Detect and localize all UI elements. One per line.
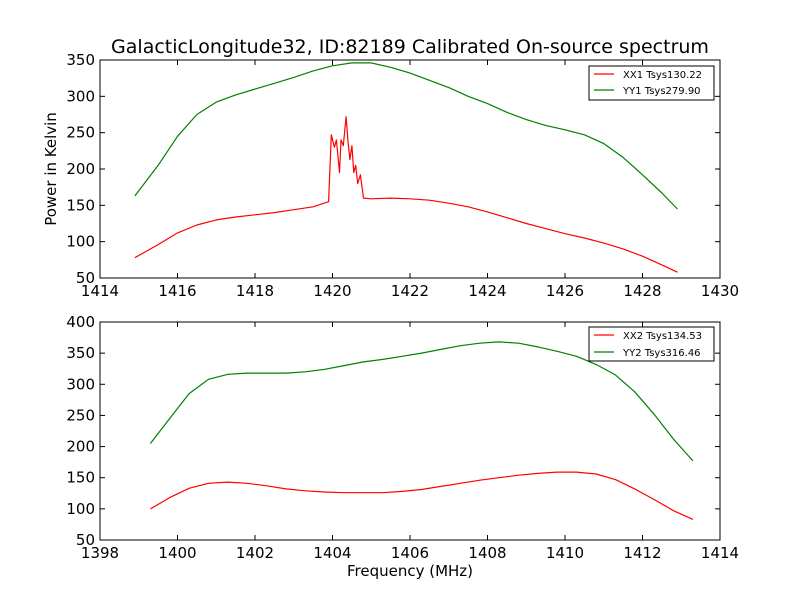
top-x-tick-label: 1418 [236, 282, 274, 300]
top-series-lines [134, 62, 678, 273]
bottom-y-tick-label: 200 [66, 438, 95, 456]
bottom-legend: XX2 Tsys134.53 YY2 Tsys316.46 [588, 326, 715, 362]
bottom-x-tick-label: 1410 [546, 544, 584, 562]
bottom-x-tick-label: 1406 [391, 544, 429, 562]
top-x-tick-label: 1424 [468, 282, 506, 300]
bottom-y-tick-label: 300 [66, 375, 95, 393]
bottom-y-tick-label: 400 [66, 313, 95, 331]
bottom-series-line-1 [149, 341, 694, 462]
bottom-x-tick-label: 1404 [313, 544, 351, 562]
bottom-x-axis-label: Frequency (MHz) [347, 562, 473, 580]
top-y-tick-label: 100 [66, 233, 95, 251]
top-series-line-1 [134, 62, 678, 210]
bottom-y-tick-label: 100 [66, 500, 95, 518]
top-x-tick-label: 1428 [623, 282, 661, 300]
top-axes: 1414 1416 1418 1420 1422 1424 1426 1428 1430 50 10… [66, 51, 739, 300]
bottom-y-tick-label: 150 [66, 469, 95, 487]
top-y-tick-label: 300 [66, 87, 95, 105]
top-y-tick-label: 250 [66, 124, 95, 142]
top-legend: XX1 Tsys130.22 YY1 Tsys279.90 [588, 65, 715, 101]
top-x-tick-label: 1426 [546, 282, 584, 300]
bottom-series-line-0 [150, 471, 694, 520]
top-y-tick-label: 50 [76, 269, 95, 287]
top-legend-label-xx1: XX1 Tsys130.22 [623, 70, 702, 81]
bottom-axes: 1398 1400 1402 1404 1406 1408 1410 1412 1414 50 10… [66, 313, 739, 562]
bottom-legend-box [588, 326, 715, 362]
top-x-tick-label: 1414 [81, 282, 119, 300]
top-x-tick-label: 1422 [391, 282, 429, 300]
bottom-x-tick-label: 1402 [236, 544, 274, 562]
bottom-series-lines [149, 341, 694, 520]
top-y-tick-label: 350 [66, 51, 95, 69]
top-chart-title: GalacticLongitude32, ID:82189 Calibrated… [111, 36, 709, 58]
top-y-axis-label: Power in Kelvin [42, 112, 60, 226]
top-y-tick-label: 200 [66, 160, 95, 178]
top-subplot: GalacticLongitude32, ID:82189 Calibrated… [42, 36, 739, 300]
bottom-subplot: 1398 1400 1402 1404 1406 1408 1410 1412 1414 50 10… [66, 313, 739, 580]
bottom-y-tick-label: 350 [66, 344, 95, 362]
bottom-x-tick-label: 1414 [701, 544, 739, 562]
top-series-line-0 [134, 116, 678, 273]
bottom-legend-label-xx2: XX2 Tsys134.53 [623, 331, 702, 342]
bottom-x-tick-label: 1408 [468, 544, 506, 562]
top-legend-box [588, 65, 715, 101]
bottom-y-tick-label: 50 [76, 531, 95, 549]
top-y-tick-label: 150 [66, 196, 95, 214]
bottom-legend-label-yy2: YY2 Tsys316.46 [622, 348, 701, 359]
bottom-x-tick-label: 1412 [623, 544, 661, 562]
bottom-y-tick-label: 250 [66, 406, 95, 424]
top-x-tick-label: 1420 [313, 282, 351, 300]
top-x-tick-label: 1416 [158, 282, 196, 300]
top-legend-label-yy1: YY1 Tsys279.90 [622, 86, 701, 97]
bottom-x-tick-label: 1400 [158, 544, 196, 562]
bottom-x-tick-label: 1398 [81, 544, 119, 562]
top-x-tick-label: 1430 [701, 282, 739, 300]
